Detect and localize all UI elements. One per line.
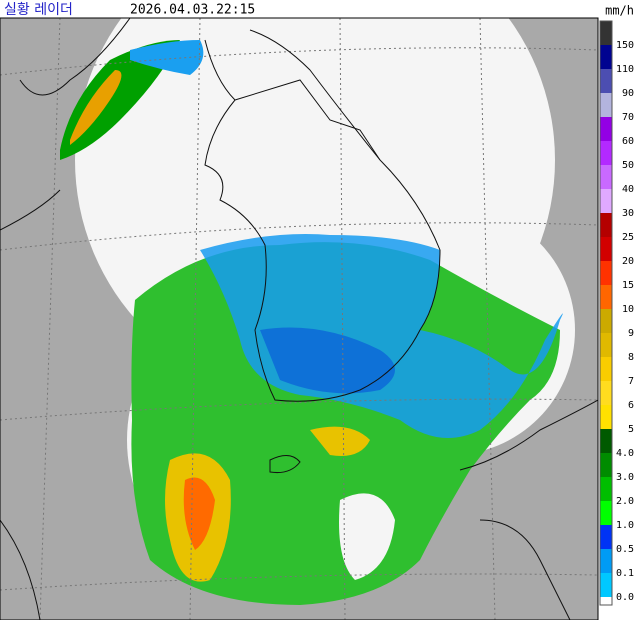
rain-area [260, 327, 395, 394]
legend-label: 20 [622, 256, 634, 267]
legend-swatch [600, 477, 612, 501]
legend-swatch [600, 93, 612, 117]
legend-swatch [600, 573, 612, 597]
legend-label: 7 [628, 376, 634, 387]
rain-area [130, 40, 204, 75]
legend-swatch [600, 189, 612, 213]
legend-label: 10 [622, 304, 634, 315]
legend-swatch [600, 309, 612, 333]
legend-label: 30 [622, 208, 634, 219]
legend-swatch [600, 69, 612, 93]
unit: mm/h [605, 4, 634, 18]
legend-swatch [600, 405, 612, 429]
legend-swatch [600, 525, 612, 549]
graticule [0, 18, 598, 620]
legend-swatch [600, 141, 612, 165]
legend-swatch [600, 285, 612, 309]
legend-swatch [600, 381, 612, 405]
legend-swatch [600, 333, 612, 357]
legend-label: 50 [622, 160, 634, 171]
legend-label: 90 [622, 88, 634, 99]
title: 실황 레이더 [4, 2, 73, 18]
legend-label: 60 [622, 136, 634, 147]
legend-label: 2.0 [616, 496, 634, 507]
legend-label: 3.0 [616, 472, 634, 483]
legend: 150 110 90 70 60 50 40 30 25 20 15 10 9 8 7 6 5 4.0 3.0 2.0… [599, 20, 634, 606]
legend-label: 5 [628, 424, 634, 435]
legend-swatch [600, 45, 612, 69]
legend-label: 8 [628, 352, 634, 363]
legend-swatch [600, 213, 612, 237]
legend-label: 0.0 [616, 592, 634, 603]
timestamp: 2026.04.03.22:15 [130, 3, 255, 18]
legend-label: 40 [622, 184, 634, 195]
legend-swatch [600, 501, 612, 525]
legend-label: 4.0 [616, 448, 634, 459]
legend-swatch [600, 261, 612, 285]
legend-label: 15 [622, 280, 634, 291]
legend-swatch [600, 237, 612, 261]
legend-swatch [600, 453, 612, 477]
map [0, 18, 598, 620]
rain-area [200, 234, 563, 438]
legend-label: 70 [622, 112, 634, 123]
legend-swatch [600, 117, 612, 141]
legend-swatch [600, 357, 612, 381]
legend-label: 25 [622, 232, 634, 243]
coastline [0, 18, 598, 620]
legend-label: 110 [616, 64, 634, 75]
legend-label: 9 [628, 328, 634, 339]
legend-label: 0.5 [616, 544, 634, 555]
no-rain [339, 493, 395, 580]
legend-swatch [600, 21, 612, 45]
legend-swatch [600, 165, 612, 189]
rain-area [60, 40, 180, 160]
legend-swatch [600, 429, 612, 453]
legend-label: 6 [628, 400, 634, 411]
legend-label: 1.0 [616, 520, 634, 531]
rain-area [183, 477, 215, 550]
legend-swatch [600, 549, 612, 573]
rain-area [310, 426, 370, 456]
legend-label: 150 [616, 40, 634, 51]
rain-area [70, 70, 122, 145]
legend-label: 0.1 [616, 568, 634, 579]
legend-frame [599, 20, 613, 606]
